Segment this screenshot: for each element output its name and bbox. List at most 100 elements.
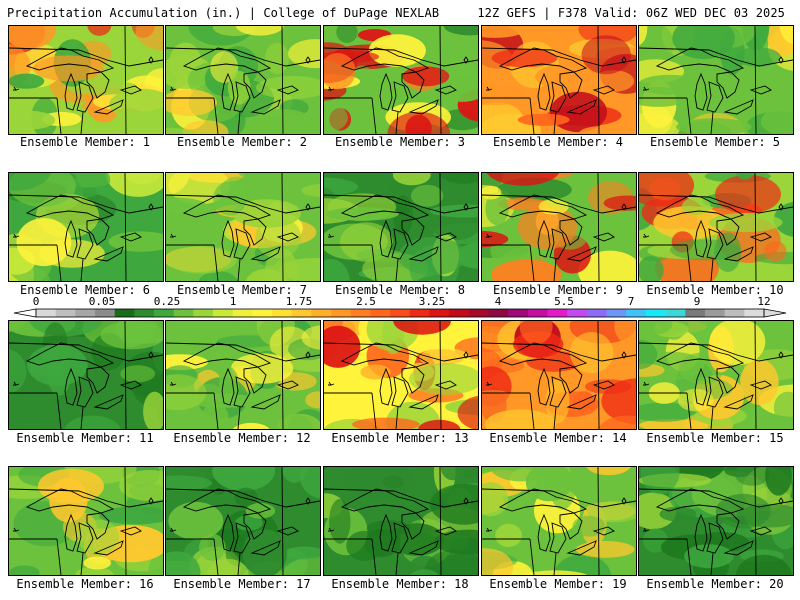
scale-swatch (626, 309, 647, 317)
ensemble-member-label: Ensemble Member: 19 (489, 577, 627, 591)
precip-blob (438, 173, 478, 184)
state-border (166, 488, 320, 508)
precip-blob (709, 321, 766, 366)
precip-blob (639, 256, 664, 281)
lake-outline (559, 366, 583, 394)
lake-outline (233, 376, 251, 408)
precip-blob (639, 74, 702, 95)
precipitation-field (324, 467, 478, 575)
title-left: Precipitation Accumulation (in.) | Colle… (7, 6, 440, 20)
ensemble-member-label: Ensemble Member: 11 (16, 431, 154, 445)
scale-swatch (193, 309, 214, 317)
lake-outline (486, 233, 493, 238)
state-border (754, 26, 757, 134)
precip-blob (210, 51, 239, 83)
lake-outline (559, 512, 583, 540)
state-border (166, 538, 219, 575)
great-lakes-outline (482, 467, 636, 575)
ensemble-member-label: Ensemble Member: 20 (646, 577, 784, 591)
state-border (9, 488, 163, 508)
great-lakes-outline (166, 173, 320, 281)
scale-tick-label: 0.05 (89, 295, 116, 308)
lake-outline (119, 85, 142, 95)
scale-swatch (449, 309, 470, 317)
precipitation-field (482, 173, 636, 281)
lake-outline (592, 85, 615, 95)
scale-swatch (704, 309, 725, 317)
ensemble-map-panel (638, 25, 794, 135)
precip-blob (242, 529, 288, 575)
scale-swatch (75, 309, 96, 317)
precip-blob (9, 349, 27, 394)
scale-swatch (586, 309, 607, 317)
precip-blob (329, 498, 351, 544)
precip-blob (166, 127, 195, 134)
scale-swatch (685, 309, 706, 317)
precip-blob (326, 207, 399, 221)
precip-blob (324, 53, 356, 90)
state-border (639, 538, 692, 575)
precip-blob (83, 556, 111, 570)
state-border (9, 392, 62, 429)
precip-blob (653, 206, 726, 240)
precip-blob (282, 556, 320, 575)
state-border (124, 26, 127, 134)
lake-outline (592, 380, 615, 390)
scale-swatch (311, 309, 332, 317)
lake-outline (233, 228, 251, 260)
state-border (166, 47, 320, 67)
lake-outline (408, 394, 439, 410)
scale-swatch (232, 309, 253, 317)
ensemble-member-label: Ensemble Member: 17 (173, 577, 311, 591)
state-border (237, 552, 241, 575)
precip-blob (9, 173, 52, 191)
lake-outline (643, 86, 650, 91)
scale-arrow-right (763, 308, 787, 318)
station-marker (778, 56, 784, 64)
state-border (166, 97, 219, 134)
precip-blob (764, 241, 787, 262)
lake-outline (233, 522, 251, 554)
station-marker (463, 203, 469, 211)
precip-blob (578, 250, 636, 281)
precipitation-field (639, 173, 793, 281)
state-border (395, 552, 399, 575)
precip-blob (579, 125, 636, 134)
precipitation-field (639, 321, 793, 429)
state-border (639, 342, 793, 362)
lake-outline (706, 376, 724, 408)
lake-outline (276, 526, 299, 536)
state-border (237, 258, 241, 281)
state-border (710, 552, 714, 575)
precip-blob (228, 70, 251, 105)
ensemble-map-panel (165, 172, 321, 282)
ensemble-map-panel (323, 25, 479, 135)
scale-swatch (291, 309, 312, 317)
precip-blob (280, 467, 309, 483)
lake-outline (391, 228, 409, 260)
precip-blob (324, 177, 358, 197)
precip-blob (33, 55, 104, 82)
precipitation-field (324, 26, 478, 134)
precip-blob (234, 515, 263, 531)
lake-outline (276, 232, 299, 242)
lake-outline (328, 527, 335, 532)
precip-blob (639, 339, 658, 370)
precip-blob (87, 26, 112, 36)
lake-outline (221, 72, 235, 111)
precip-blob (586, 467, 631, 476)
lake-outline (93, 394, 124, 410)
precip-blob (305, 391, 320, 409)
state-border (439, 26, 442, 134)
scale-tick-label: 4 (495, 295, 502, 308)
ensemble-map-panel (8, 320, 164, 430)
scale-swatch (645, 309, 666, 317)
precip-blob (639, 26, 674, 68)
precip-blob (417, 419, 461, 429)
state-border (124, 467, 127, 575)
state-border (482, 47, 636, 67)
lake-outline (498, 342, 588, 368)
lake-outline (379, 513, 393, 552)
state-border (553, 258, 557, 281)
precip-blob (410, 569, 440, 575)
